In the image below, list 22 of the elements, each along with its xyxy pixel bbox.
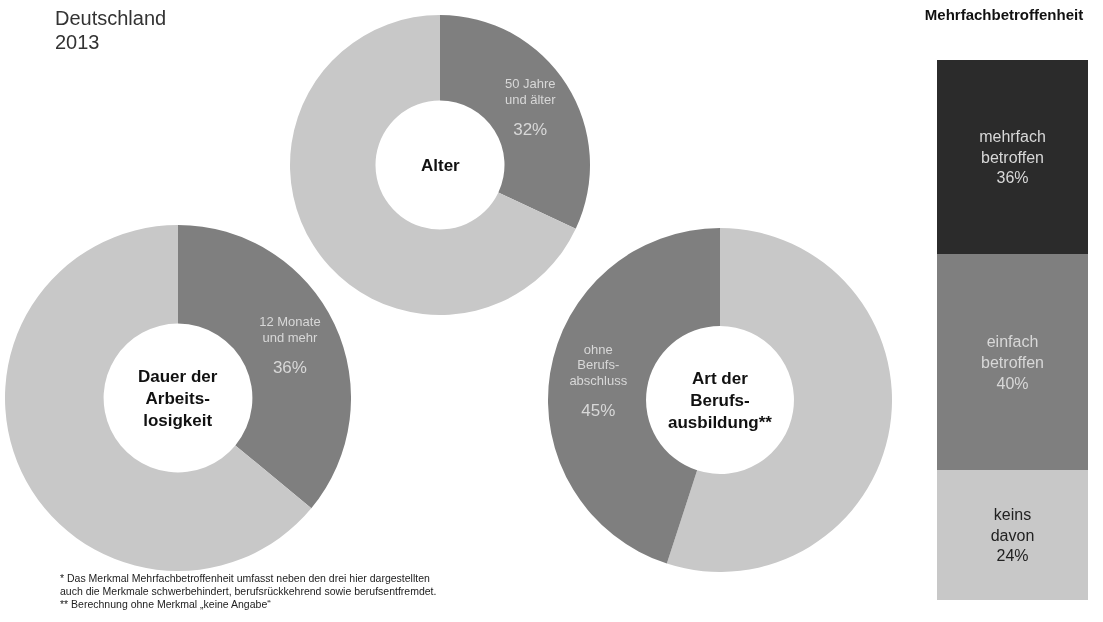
data-label: 36% — [272, 357, 307, 377]
donut-slice — [290, 15, 576, 315]
slice-label: 12 Monate und mehr — [259, 313, 321, 345]
series-label: einfach betroffen — [981, 333, 1044, 371]
text: Deutschland — [55, 7, 167, 29]
series-label: mehrfach betroffen — [979, 127, 1046, 166]
data-label: 32% — [513, 119, 548, 139]
slice-label: ohne Berufs- abschluss — [569, 341, 628, 388]
slice-label: 50 Jahre und älter — [504, 76, 557, 107]
chart-title: Mehrfachbetroffenheit — [924, 5, 1084, 23]
text: ** Berechnung ohne Merkmal „keine Angabe“ — [60, 598, 271, 610]
data-label: 40% — [996, 374, 1029, 392]
data-label: 24% — [996, 547, 1029, 565]
text: Dauer der Arbeits- losigkeit — [138, 367, 218, 431]
text: Art der Berufs- ausbildung** — [668, 369, 773, 433]
text: Alter — [421, 156, 461, 175]
data-label: 36% — [996, 169, 1029, 187]
series-label: keins davon — [990, 505, 1035, 544]
data-label: 45% — [581, 400, 616, 420]
text: * Das Merkmal Mehrfachbetroffenheit umfasst neben den drei hier dargestellten auch die Merkmale schwerbehindert, berufsrückkehrend sowie berufsentfremdet. — [60, 572, 437, 597]
text: 2013 — [55, 31, 100, 53]
donut-slice — [666, 228, 892, 572]
